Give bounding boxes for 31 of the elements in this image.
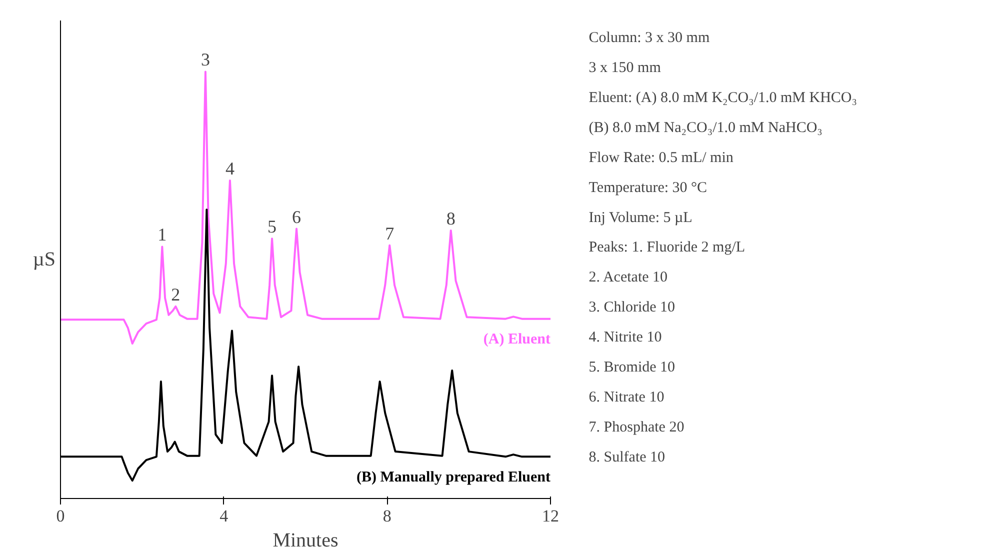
text: Flow Rate: 0.5 mL/ min — [588, 150, 734, 166]
text: 5. Bromide 10 — [588, 360, 676, 376]
text: Inj Volume: 5 µL — [588, 210, 692, 226]
text: 7. Phosphate 20 — [588, 419, 684, 436]
series-label: (A) Eluent — [483, 332, 551, 348]
annotation: 4 — [225, 158, 234, 179]
x-tick-label: 4 — [220, 506, 229, 526]
annotation: 1 — [158, 224, 167, 245]
annotation: 5 — [268, 216, 277, 237]
text: 4. Nitrite 10 — [588, 330, 662, 346]
x-tick-label: 12 — [542, 506, 559, 526]
annotation: 8 — [446, 208, 456, 228]
annotation: 3 — [200, 50, 210, 70]
text: Column: 3 x 30 mm — [588, 30, 710, 46]
annotation: 2 — [171, 284, 180, 304]
text: 3 x 150 mm — [588, 60, 662, 76]
x-tick-label: 0 — [56, 506, 65, 526]
series-label: (B) Manually prepared Eluent — [356, 469, 551, 486]
text: 3. Chloride 10 — [588, 300, 676, 316]
text: Peaks: 1. Fluoride 2 mg/L — [588, 240, 746, 256]
x-axis-title: Minutes — [272, 530, 338, 552]
text: 2. Acetate 10 — [588, 270, 668, 286]
x-tick-label: 8 — [382, 506, 392, 526]
text: Eluent: (A) 8.0 mM K₂CO₃/1.0 mM KHCO₃ — [588, 90, 857, 106]
text: 6. Nitrate 10 — [588, 390, 664, 406]
annotation: 6 — [292, 206, 302, 227]
text: 8. Sulfate 10 — [588, 449, 666, 466]
text: (B) 8.0 mM Na₂CO₃/1.0 mM NaHCO₃ — [588, 120, 822, 136]
y-axis-title: µS — [32, 248, 56, 270]
text: Temperature: 30 °C — [588, 180, 708, 196]
annotation: 7 — [385, 223, 394, 244]
